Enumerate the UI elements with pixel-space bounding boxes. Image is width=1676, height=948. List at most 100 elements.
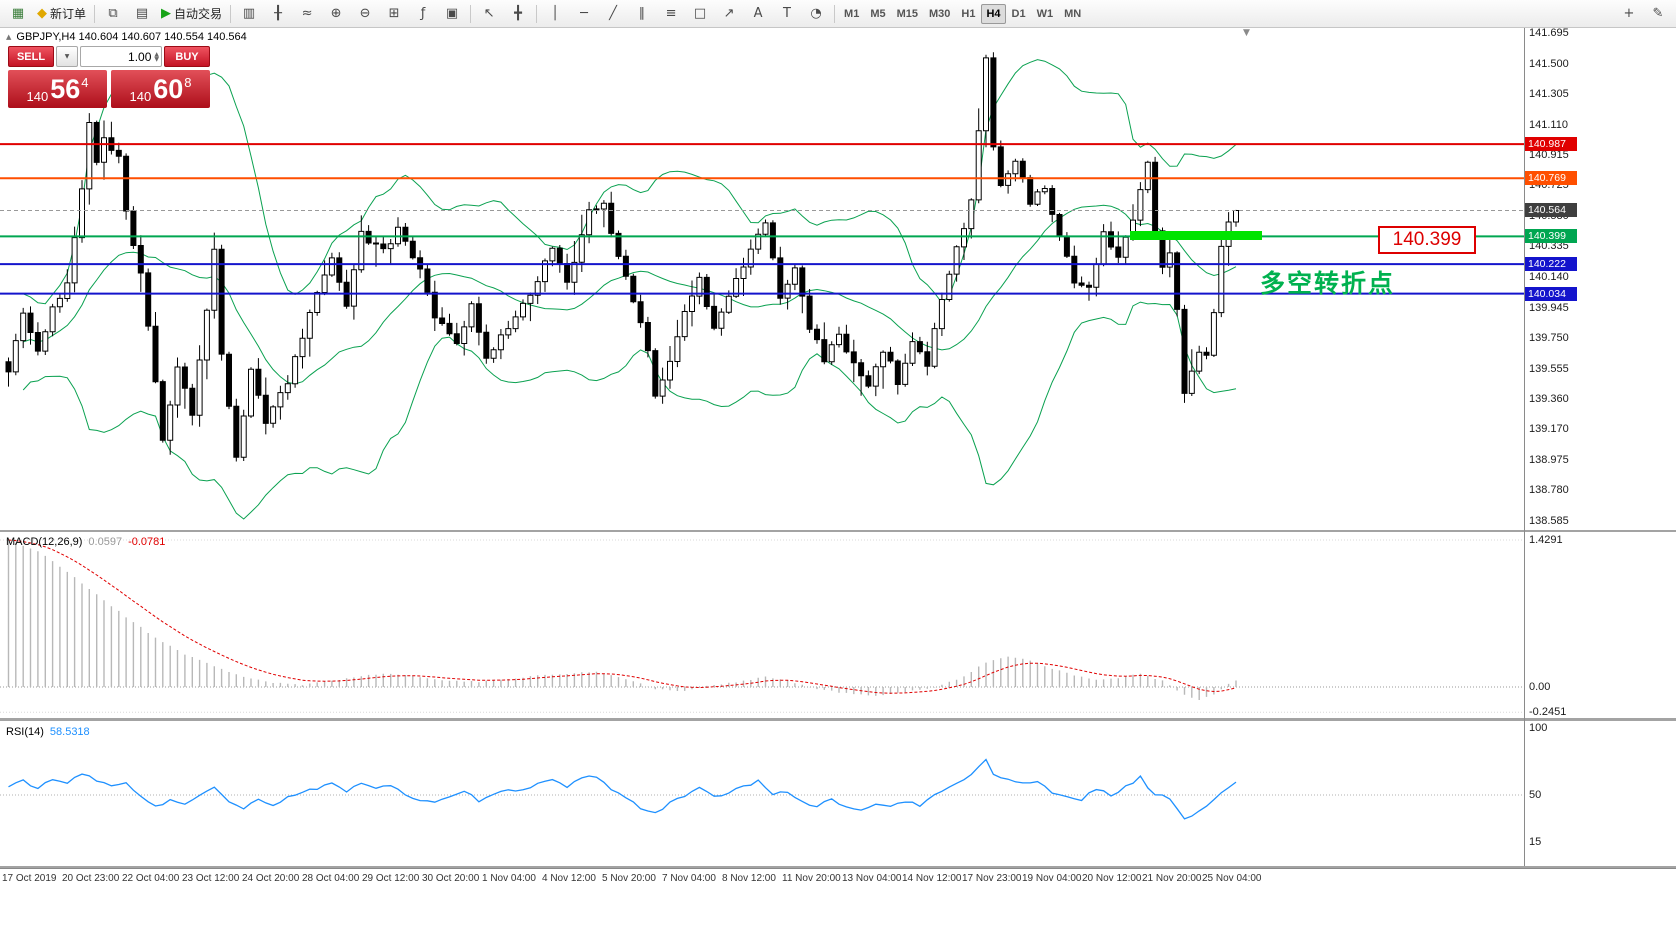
ask-figure: 140: [129, 89, 152, 104]
timeframe-button-d1[interactable]: D1: [1011, 7, 1026, 20]
chart-shift-marker-icon[interactable]: ▼: [1243, 28, 1250, 38]
ask-pips: 60: [153, 73, 184, 104]
timeframe-button-m1[interactable]: M1: [844, 7, 860, 20]
timeframe-button-m15[interactable]: M15: [896, 7, 918, 20]
rsi-value: 58.5318: [49, 726, 90, 738]
shapes-button[interactable]: □: [686, 2, 714, 26]
time-tick-label: 7 Nov 04:00: [662, 873, 716, 884]
time-tick-label: 20 Nov 12:00: [1082, 873, 1142, 884]
horizontal-line-icon: ─: [580, 6, 588, 21]
horizontal-line-button[interactable]: ─: [570, 2, 598, 26]
line-chart-button[interactable]: ≈: [293, 2, 321, 26]
new-order-button[interactable]: ◆ 新订单: [33, 2, 90, 26]
timeframe-button-w1[interactable]: W1: [1036, 7, 1054, 20]
fibonacci-button[interactable]: ≡: [657, 2, 685, 26]
time-tick-label: 28 Oct 04:00: [302, 873, 360, 884]
channel-button[interactable]: ∥: [628, 2, 656, 26]
time-tick-label: 21 Nov 20:00: [1142, 873, 1202, 884]
price-tag-140.399: 140.399: [1525, 229, 1577, 244]
timeframe-button-mn[interactable]: MN: [1064, 7, 1082, 20]
candlestick-chart-icon: ╂: [274, 6, 282, 21]
arrows-icon: ↗: [723, 6, 735, 21]
time-tick-label: 13 Nov 04:00: [842, 873, 902, 884]
price-tick-label: 138.975: [1529, 453, 1569, 466]
new-chart-icon: ▦: [11, 6, 25, 21]
timeframe-button-m30[interactable]: M30: [929, 7, 951, 20]
sell-button[interactable]: SELL: [8, 46, 54, 67]
crosshair-button[interactable]: ╋: [504, 2, 532, 26]
zoom-in-button[interactable]: ⊕: [322, 2, 350, 26]
time-tick-label: 5 Nov 20:00: [602, 873, 656, 884]
text-label-button[interactable]: T: [773, 2, 801, 26]
time-tick-label: 20 Oct 23:00: [62, 873, 120, 884]
profiles-button[interactable]: ▤: [128, 2, 156, 26]
objects-list-icon: ▣: [445, 6, 459, 21]
bid-figure: 140: [26, 89, 49, 104]
add-icon: +: [1623, 6, 1635, 21]
time-tick-label: 30 Oct 20:00: [422, 873, 480, 884]
support-highlight-line[interactable]: [1130, 231, 1262, 240]
price-callout-box[interactable]: 140.399: [1378, 226, 1476, 254]
rsi-indicator-label: RSI(14) 58.5318: [6, 726, 90, 738]
timeframe-button-m5[interactable]: M5: [870, 7, 886, 20]
price-tick-label: 138.585: [1529, 514, 1569, 527]
buy-button[interactable]: BUY: [164, 46, 210, 67]
time-tick-label: 24 Oct 20:00: [242, 873, 300, 884]
ohlc-text: GBPJPY,H4 140.604 140.607 140.554 140.56…: [16, 31, 247, 43]
trendline-button[interactable]: ╱: [599, 2, 627, 26]
bar-chart-button[interactable]: ▥: [235, 2, 263, 26]
collapse-arrow-icon[interactable]: ▲: [6, 33, 12, 41]
sell-quote-tile[interactable]: 140 56 4: [8, 70, 107, 108]
indicators-icon: ƒ: [420, 6, 426, 21]
price-tick-label: 141.695: [1529, 27, 1569, 39]
price-tick-label: 139.945: [1529, 301, 1569, 314]
bearish-candles: [5, 57, 1210, 458]
auto-trading-button[interactable]: ▶ 自动交易: [157, 2, 226, 26]
toolbar-divider: [536, 4, 538, 23]
price-tick-label: 141.110: [1529, 118, 1568, 131]
cursor-button[interactable]: ↖: [475, 2, 503, 26]
volume-up-button[interactable]: ▲: [154, 50, 159, 58]
text-icon: A: [753, 6, 763, 21]
panel-separator[interactable]: [0, 866, 1676, 868]
add-button[interactable]: +: [1615, 2, 1643, 26]
vertical-line-icon: │: [551, 6, 559, 21]
tile-windows-button[interactable]: ⊞: [380, 2, 408, 26]
vertical-line-button[interactable]: │: [541, 2, 569, 26]
rsi-line: [8, 758, 1237, 820]
time-tick-label: 29 Oct 12:00: [362, 873, 420, 884]
volume-input[interactable]: 1.00 ▲ ▼: [80, 46, 162, 67]
macd-panel[interactable]: [0, 532, 1524, 718]
toolbar-divider: [230, 4, 232, 23]
arrows-button[interactable]: ↗: [715, 2, 743, 26]
line-chart-icon: ≈: [301, 6, 313, 21]
indicators-button[interactable]: ƒ: [409, 2, 437, 26]
fibonacci-icon: ≡: [665, 6, 677, 21]
time-tick-label: 11 Nov 20:00: [782, 873, 841, 884]
price-tick-label: 140.915: [1529, 149, 1569, 162]
pivot-note-text[interactable]: 多空转折点: [1260, 270, 1396, 298]
price-tick-label: 139.170: [1529, 423, 1569, 436]
time-axis[interactable]: 17 Oct 2019 20 Oct 23:00 22 Oct 04:00 23 Oc…: [0, 868, 1676, 893]
price-axis[interactable]: 141.695 141.500 141.305 141.110 140.915 140.7…: [1525, 27, 1676, 866]
zoom-out-button[interactable]: ⊖: [351, 2, 379, 26]
panel-separator[interactable]: [0, 530, 1676, 532]
timeframe-button-h1[interactable]: H1: [961, 7, 976, 20]
time-tick-label: 23 Oct 12:00: [182, 873, 240, 884]
tile-windows-icon: ⊞: [388, 6, 400, 21]
objects-list-button[interactable]: ▣: [438, 2, 466, 26]
panel-separator[interactable]: [0, 718, 1676, 721]
rsi-panel[interactable]: [0, 722, 1524, 867]
edit-button[interactable]: ✎: [1644, 2, 1672, 26]
charts-button[interactable]: ⧉: [99, 2, 127, 26]
volume-dropdown-button[interactable]: ▼: [56, 46, 78, 67]
volume-down-button[interactable]: ▼: [154, 55, 159, 63]
main-chart-panel[interactable]: [0, 28, 1524, 530]
buy-quote-tile[interactable]: 140 60 8: [111, 70, 210, 108]
timeframe-button-h4[interactable]: H4: [981, 3, 1006, 24]
text-button[interactable]: A: [744, 2, 772, 26]
cycles-button[interactable]: ◔: [802, 2, 830, 26]
new-chart-button[interactable]: ▦: [4, 2, 32, 26]
candlestick-chart-button[interactable]: ╂: [264, 2, 292, 26]
rsi-svg: [0, 758, 1524, 820]
